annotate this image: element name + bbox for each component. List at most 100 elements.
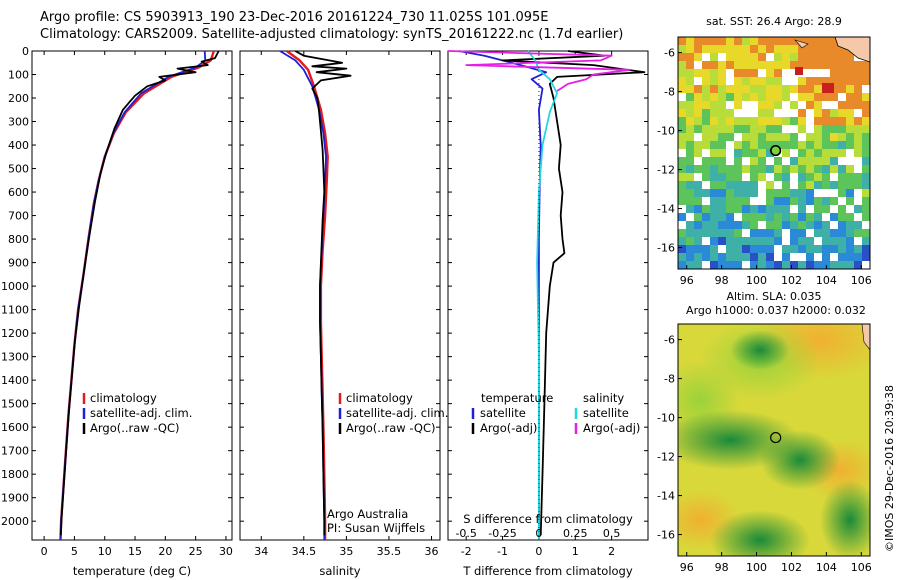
sst-map-cell [678,253,686,261]
sst-map-cell [846,245,854,253]
sst-map-cell [790,101,798,109]
difference-xtick-label: 1 [572,545,579,558]
sst-map-cell [702,85,710,93]
salinity-series-line [294,50,352,536]
sst-map-cell [702,245,710,253]
sst-map-cell [798,37,806,45]
sst-map-cell [758,77,766,85]
sst-map-cell [742,69,750,77]
sst-map-cell [814,101,822,109]
temperature-series-line [59,50,220,536]
sla-map-title: Altim. SLA: 0.035 [726,290,821,303]
sst-map-cell [686,149,694,157]
sst-map-cell [766,229,774,237]
sst-map-cell [734,221,742,229]
sst-map-cell [798,181,806,189]
sst-map-cell [710,157,718,165]
temperature-xtick-label: 20 [158,545,172,558]
sst-map-cell [686,45,694,53]
sst-map-cell [766,133,774,141]
sst-map-cell [750,117,758,125]
sst-map-cell [726,85,734,93]
sst-map-cell [814,261,822,269]
sst-map-cell [718,69,726,77]
sst-map-cell [678,45,686,53]
sla_map-xtick-label: 96 [680,561,694,574]
sst-map-cell [742,45,750,53]
sst-map-cell [798,61,806,69]
sst-map-cell [702,229,710,237]
sst-map-cell [758,141,766,149]
sst-map-cell [806,165,814,173]
sst-map-cell [678,61,686,69]
sst-map-cell [702,189,710,197]
sst-map-cell [686,229,694,237]
sst-map-cell [790,189,798,197]
sst-map-cell [678,165,686,173]
sst-map-cell [798,109,806,117]
sst-map-cell [830,237,838,245]
sst-map-cell [726,45,734,53]
sst-map-cell [742,197,750,205]
difference-legend-title-temperature: temperature [481,391,553,405]
sst-map-cell [750,69,758,77]
sst-map-cell [702,157,710,165]
sst-map-cell [686,109,694,117]
sst-map-cell [734,157,742,165]
sst-map-cell [710,221,718,229]
depth-ytick-label: 0 [22,45,29,58]
sst-map-cell [806,173,814,181]
sst-map-cell [798,165,806,173]
sst-map-cell [718,229,726,237]
sst-map-cell [694,125,702,133]
sst-map-cell [854,141,862,149]
sst-map-field [678,37,870,269]
sst-map-cell [766,261,774,269]
sst-map-cell [686,141,694,149]
sst-map-cell [862,245,870,253]
sst-map-cell [782,133,790,141]
sst-map-cell [686,125,694,133]
sst-map-cell [806,157,814,165]
sst-map-cell [798,213,806,221]
sst-map-cell [774,37,782,45]
sst-map-cell [822,173,830,181]
sst-map-cell [774,61,782,69]
sst-map-cell [750,45,758,53]
sst-map-cell [702,141,710,149]
sla_map-frame [677,323,871,557]
sst-map-cell [694,93,702,101]
sst-map-cell [862,117,870,125]
sst-map-cell [822,93,830,101]
sst-map-cell [766,237,774,245]
sst-map-cell [814,229,822,237]
sst-map-cell [790,197,798,205]
sst-map-cell [790,53,798,61]
sst-map-cell [774,189,782,197]
depth-ytick-label: 500 [8,163,29,176]
depth-ytick-label: 700 [8,210,29,223]
sst-map-cell [766,245,774,253]
sst-map-cell [822,165,830,173]
sla_map-xtick-label: 100 [746,561,767,574]
sst_map-frame [677,36,871,270]
sst-map-cell [686,101,694,109]
sst-map-cell [718,157,726,165]
sst-map-cell [702,45,710,53]
sst-map-cell [766,197,774,205]
sst-map-cell [846,69,854,77]
sst-map-cell [774,69,782,77]
difference-xtick-label: 2 [608,545,615,558]
sst-map-cell [766,69,774,77]
sst-map-cell [782,221,790,229]
sst-map-cell [710,53,718,61]
sst-map-cell [750,221,758,229]
sst-map-cell [766,37,774,45]
sla_map-xtick-label: 106 [851,561,872,574]
sst-map-cell [774,133,782,141]
sst-map-cell [830,37,838,45]
sst-map-cell [718,149,726,157]
sst-map-cell [862,93,870,101]
sst-map-cell [710,205,718,213]
sst_map-ytick-label: -8 [664,86,675,99]
